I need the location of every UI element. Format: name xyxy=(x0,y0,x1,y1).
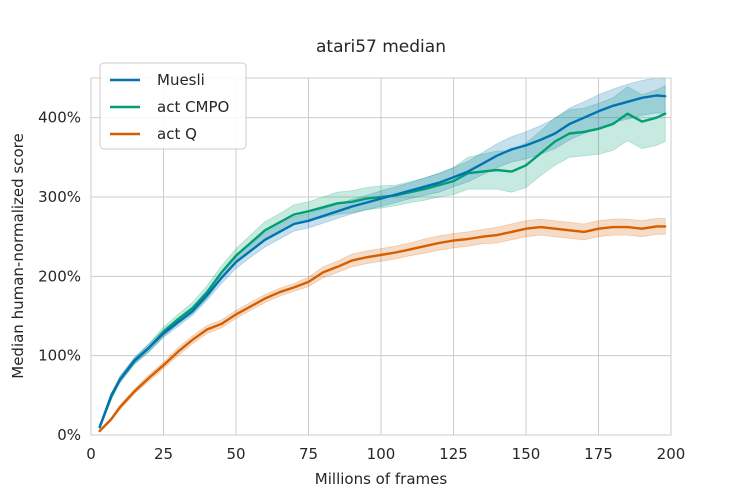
x-tick-label: 0 xyxy=(86,445,96,463)
x-tick-label: 200 xyxy=(657,445,686,463)
x-tick-label: 50 xyxy=(226,445,245,463)
series-line xyxy=(98,112,667,429)
y-tick-label: 200% xyxy=(38,267,81,285)
legend-box xyxy=(99,62,247,150)
y-tick-label: 300% xyxy=(38,188,81,206)
series-line xyxy=(98,94,667,429)
x-axis-label: Millions of frames xyxy=(315,470,448,488)
x-tick-label: 150 xyxy=(512,445,541,463)
legend-label: act Q xyxy=(157,125,197,143)
y-tick-label: 400% xyxy=(38,109,81,127)
y-tick-label: 100% xyxy=(38,347,81,365)
series-band xyxy=(99,217,666,433)
x-axis-ticks: 0 25 50 75 100 125 150 175 200 xyxy=(86,445,685,463)
x-tick-label: 125 xyxy=(439,445,468,463)
y-axis-label: Median human-normalized score xyxy=(9,133,27,379)
series-line xyxy=(98,225,667,433)
legend: Muesli act CMPO act Q xyxy=(99,62,247,150)
x-tick-label: 25 xyxy=(154,445,173,463)
x-tick-label: 100 xyxy=(367,445,396,463)
y-axis-ticks: 0% 100% 200% 300% 400% xyxy=(38,109,81,444)
plot-frame xyxy=(90,77,672,436)
x-tick-label: 75 xyxy=(299,445,318,463)
y-tick-label: 0% xyxy=(57,426,81,444)
legend-label: act CMPO xyxy=(157,98,229,116)
legend-label: Muesli xyxy=(157,71,205,89)
series-lines xyxy=(98,94,667,433)
chart-title: atari57 median xyxy=(316,37,446,57)
x-tick-label: 175 xyxy=(584,445,613,463)
